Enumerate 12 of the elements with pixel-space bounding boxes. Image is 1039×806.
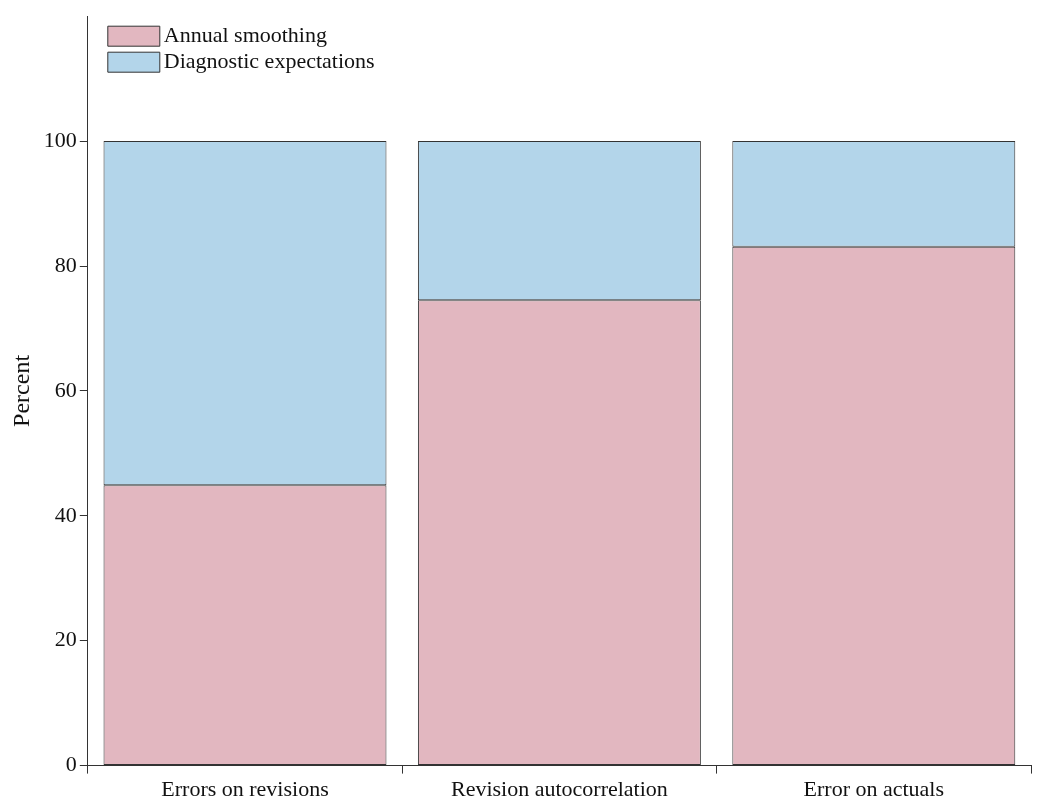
legend-label: Annual smoothing <box>163 21 327 47</box>
y-tick-label: 20 <box>54 626 77 652</box>
y-tick-label: 0 <box>65 751 77 777</box>
y-tick-label: 100 <box>43 126 77 152</box>
x-tick-label: Revision autocorrelation <box>450 775 668 801</box>
x-tick-label: Errors on revisions <box>161 775 329 801</box>
y-tick-label: 80 <box>54 251 77 277</box>
y-tick-label: 60 <box>54 376 77 402</box>
x-tick-label: Error on actuals <box>803 775 945 801</box>
y-axis-title: Percent <box>7 354 34 427</box>
legend-label: Diagnostic expectations <box>163 47 375 73</box>
y-tick-label: 40 <box>54 501 77 527</box>
